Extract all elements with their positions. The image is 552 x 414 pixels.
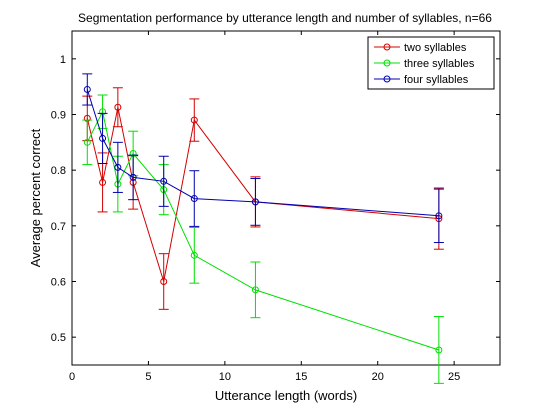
x-tick-label: 10: [219, 371, 231, 383]
legend-marker: [383, 43, 391, 51]
y-tick-label: 0.5: [51, 332, 66, 344]
x-tick-label: 15: [295, 371, 307, 383]
series-line: [86, 110, 440, 351]
x-axis-label: Utterance length (words): [215, 388, 357, 403]
y-tick-label: 1: [60, 54, 66, 66]
data-point: [99, 134, 107, 142]
data-point: [160, 278, 168, 285]
y-axis-label: Average percent correct: [28, 128, 43, 267]
x-tick-label: 0: [69, 371, 75, 383]
y-tick-label: 0.7: [51, 221, 66, 233]
data-point: [435, 346, 443, 354]
y-tick-label: 0.8: [51, 165, 66, 177]
series-layer: [82, 73, 444, 384]
axis-ticks: 0 5 10 15 20 25 0.5 0.6 0.7 0.8 0.9 1: [51, 31, 500, 383]
y-tick-label: 0.9: [51, 110, 66, 122]
x-tick-label: 25: [448, 371, 460, 383]
data-point: [129, 173, 137, 181]
series-line: [86, 107, 439, 282]
legend-label: three syllables: [404, 58, 475, 70]
x-tick-label: 5: [145, 371, 151, 383]
x-tick-label: 20: [372, 371, 384, 383]
data-point: [99, 178, 107, 186]
legend: two syllables three syllables four syllabl…: [367, 36, 495, 90]
series-three-syllables: [82, 94, 444, 384]
y-tick-label: 0.6: [51, 277, 66, 289]
data-point: [435, 212, 443, 220]
series-four-syllables: [82, 73, 444, 244]
data-point: [251, 286, 259, 294]
series-line: [86, 89, 439, 217]
data-point: [114, 163, 122, 171]
legend-label: four syllables: [404, 74, 469, 86]
data-point: [190, 195, 198, 203]
data-point: [83, 85, 91, 93]
data-point: [114, 103, 122, 111]
data-point: [251, 198, 259, 206]
data-point: [190, 251, 198, 259]
data-point: [190, 116, 198, 124]
legend-label: two syllables: [404, 42, 467, 54]
chart-title: Segmentation performance by utterance le…: [78, 11, 492, 25]
legend-marker: [383, 59, 391, 67]
legend-marker: [383, 75, 391, 83]
data-point: [160, 177, 168, 185]
data-point: [83, 138, 91, 146]
